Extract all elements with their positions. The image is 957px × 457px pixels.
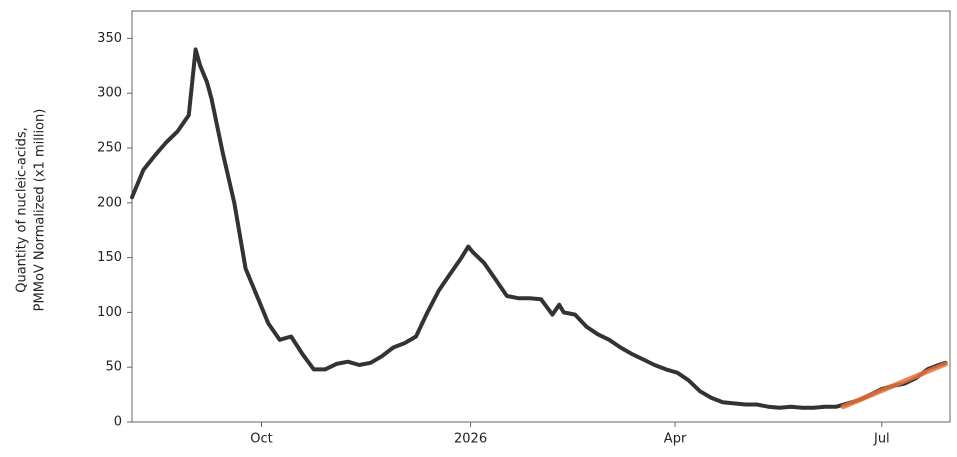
y-axis-label: Quantity of nucleic-acids, [15,127,30,293]
y-tick-label: 150 [97,250,122,265]
y-tick-label: 250 [97,141,122,156]
y-tick-label: 100 [97,305,122,320]
x-tick-label: 2026 [454,432,487,447]
data-line [130,47,948,410]
x-tick-label: Oct [250,432,272,447]
data-line [840,361,948,410]
y-tick-label: 300 [97,86,122,101]
y-tick-label: 350 [97,31,122,46]
y-tick-label: 50 [105,360,122,375]
y-axis-label: PMMoV Normalized (x1 million) [33,109,48,312]
y-tick-label: 200 [97,195,122,210]
x-tick-label: Jul [873,432,890,447]
plot-frame [131,10,951,423]
x-tick-label: Apr [664,432,687,447]
y-tick-label: 0 [114,415,122,430]
